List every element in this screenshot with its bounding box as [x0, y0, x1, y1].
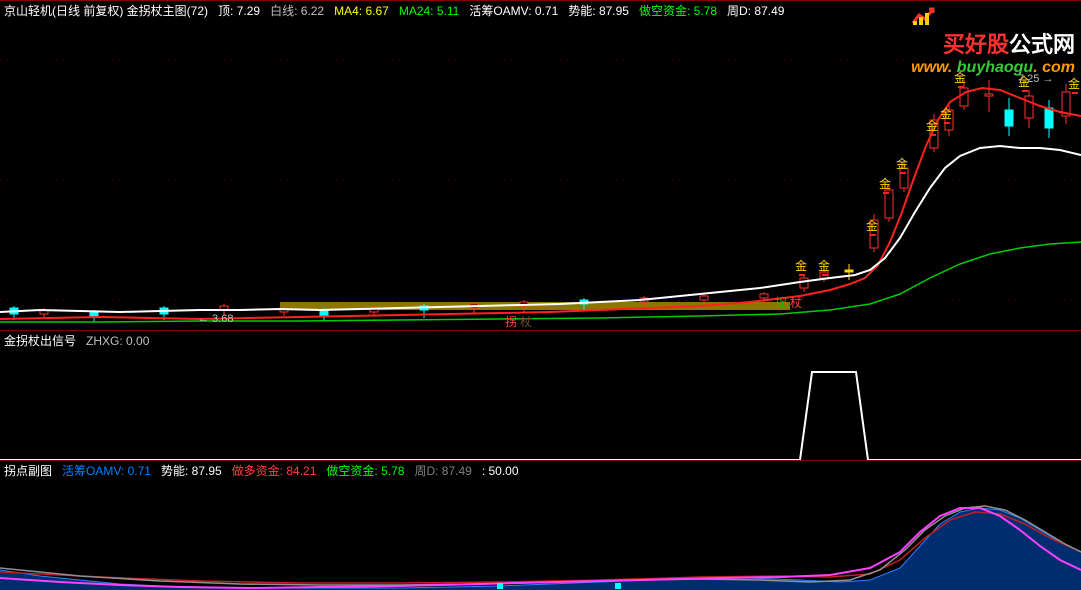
- ding: 顶: 7.29: [218, 2, 260, 19]
- svg-text:金: 金: [818, 258, 830, 273]
- ma24: MA24: 5.11: [399, 4, 460, 18]
- svg-text:杖: 杖: [520, 314, 532, 329]
- signal-panel[interactable]: 金拐杖出信号 ZHXG: 0.00: [0, 330, 1081, 460]
- zuokong: 做空资金: 5.78: [639, 2, 717, 19]
- svg-text:杖: 杖: [790, 295, 802, 310]
- main-chart[interactable]: 金金金金金金金金金金拐杖拐杖$← 3.687.25 →: [0, 20, 1081, 334]
- svg-text:拐: 拐: [775, 295, 787, 310]
- svg-text:← 3.68: ← 3.68: [198, 313, 233, 325]
- bot-header: 拐点副图 活筹OAMV: 0.71 势能: 87.95 做多资金: 84.21 …: [0, 461, 1081, 480]
- main-header: 京山轻机(日线 前复权) 金拐杖主图(72) 顶: 7.29 白线: 6.22 …: [0, 1, 1081, 20]
- stock-title: 京山轻机(日线 前复权) 金拐杖主图(72): [4, 2, 208, 19]
- svg-text:金: 金: [879, 176, 891, 191]
- bot-extra: : 50.00: [482, 464, 519, 478]
- mid-t1: 金拐杖出信号: [4, 332, 76, 349]
- main-price-panel[interactable]: 京山轻机(日线 前复权) 金拐杖主图(72) 顶: 7.29 白线: 6.22 …: [0, 0, 1081, 330]
- oamv: 活筹OAMV: 0.71: [469, 2, 558, 19]
- bot-chart[interactable]: 拐点拐点: [0, 480, 1081, 590]
- svg-text:金: 金: [795, 258, 807, 273]
- mid-chart[interactable]: [0, 350, 1081, 466]
- ma4: MA4: 6.67: [334, 4, 389, 18]
- svg-text:金: 金: [1068, 76, 1080, 91]
- bot-zhoud: 周D: 87.49: [414, 462, 471, 479]
- zhoud: 周D: 87.49: [727, 2, 784, 19]
- bot-shineng: 势能: 87.95: [161, 462, 222, 479]
- svg-text:拐: 拐: [505, 314, 517, 329]
- bot-zk: 做空资金: 5.78: [326, 462, 404, 479]
- svg-text:金: 金: [954, 70, 966, 85]
- mid-header: 金拐杖出信号 ZHXG: 0.00: [0, 331, 1081, 350]
- white-val: 白线: 6.22: [270, 2, 324, 19]
- svg-text:7.25 →: 7.25 →: [1018, 73, 1053, 85]
- mid-t2: ZHXG: 0.00: [86, 334, 149, 348]
- bot-zd: 做多资金: 84.21: [232, 462, 317, 479]
- svg-text:金: 金: [866, 218, 878, 233]
- svg-text:金: 金: [896, 156, 908, 171]
- bot-t1: 拐点副图: [4, 462, 52, 479]
- bot-oamv: 活筹OAMV: 0.71: [62, 462, 151, 479]
- svg-text:金: 金: [940, 106, 952, 121]
- shineng: 势能: 87.95: [568, 2, 629, 19]
- svg-text:金: 金: [926, 118, 938, 133]
- indicator-panel[interactable]: 拐点副图 活筹OAMV: 0.71 势能: 87.95 做多资金: 84.21 …: [0, 460, 1081, 584]
